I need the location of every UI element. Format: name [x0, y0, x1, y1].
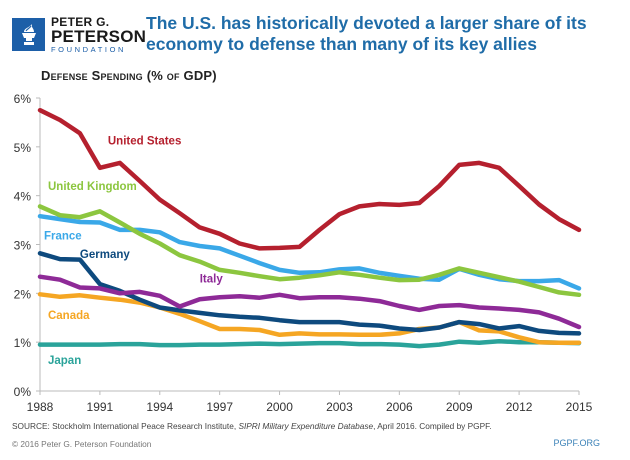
source-note: SOURCE: Stockholm International Peace Re…	[12, 421, 492, 431]
headline: The U.S. has historically devoted a larg…	[146, 13, 587, 54]
x-tick-label: 2006	[386, 400, 413, 414]
series-label-united-states: United States	[108, 135, 182, 147]
copyright: © 2016 Peter G. Peterson Foundation	[12, 439, 152, 449]
chart-title: Defense Spending (% of GDP)	[41, 68, 217, 83]
series-line-united-states	[37, 107, 582, 251]
x-tick-label: 2003	[326, 400, 353, 414]
source-suffix: , April 2016. Compiled by PGPF.	[373, 421, 492, 431]
series-label-france: France	[44, 231, 82, 243]
x-tick-label: 2000	[266, 400, 293, 414]
logo-line3: FOUNDATION	[51, 45, 127, 54]
x-tick-label: 2009	[446, 400, 473, 414]
axes: 0% 1% 2% 3% 4% 5% 6% 1988 1991 1994 1997 2000 2003 20…	[14, 92, 593, 414]
y-tick-label: 1%	[14, 336, 32, 350]
series-label-germany: Germany	[80, 249, 130, 261]
pgpf-logo: PETER G. PETERSON FOUNDATION	[12, 16, 146, 54]
series-label-italy: Italy	[200, 274, 224, 286]
series-labels: United States United Kingdom France Germany…	[44, 135, 223, 367]
y-tick-label: 4%	[14, 190, 32, 204]
series-label-canada: Canada	[48, 310, 90, 322]
series-label-united-kingdom: United Kingdom	[48, 181, 137, 193]
series-line-canada	[37, 292, 582, 345]
series-line-japan	[37, 338, 582, 349]
x-tick-label: 2012	[506, 400, 533, 414]
source-title: SIPRI Military Expenditure Database	[238, 421, 374, 431]
x-tick-label: 1991	[87, 400, 114, 414]
torch-icon	[12, 18, 45, 52]
series-line-united-kingdom	[37, 204, 582, 298]
x-tick-label: 1988	[27, 400, 54, 414]
x-tick-label: 1994	[146, 400, 173, 414]
x-tick-label: 1997	[206, 400, 233, 414]
series-line-italy	[37, 274, 582, 330]
logo-line2: PETERSON	[51, 27, 147, 46]
y-tick-label: 3%	[14, 239, 32, 253]
series-lines	[37, 107, 582, 349]
site-link[interactable]: PGPF.ORG	[553, 438, 600, 448]
y-tick-label: 6%	[14, 92, 32, 106]
logo-line1: PETER G.	[51, 15, 110, 29]
x-tick-label: 2015	[566, 400, 593, 414]
source-prefix: SOURCE: Stockholm International Peace Re…	[12, 421, 239, 431]
y-tick-label: 5%	[14, 141, 32, 155]
y-tick-label: 2%	[14, 287, 32, 301]
series-label-japan: Japan	[48, 355, 81, 367]
series-line-germany	[37, 251, 582, 336]
y-tick-label: 0%	[14, 385, 32, 399]
